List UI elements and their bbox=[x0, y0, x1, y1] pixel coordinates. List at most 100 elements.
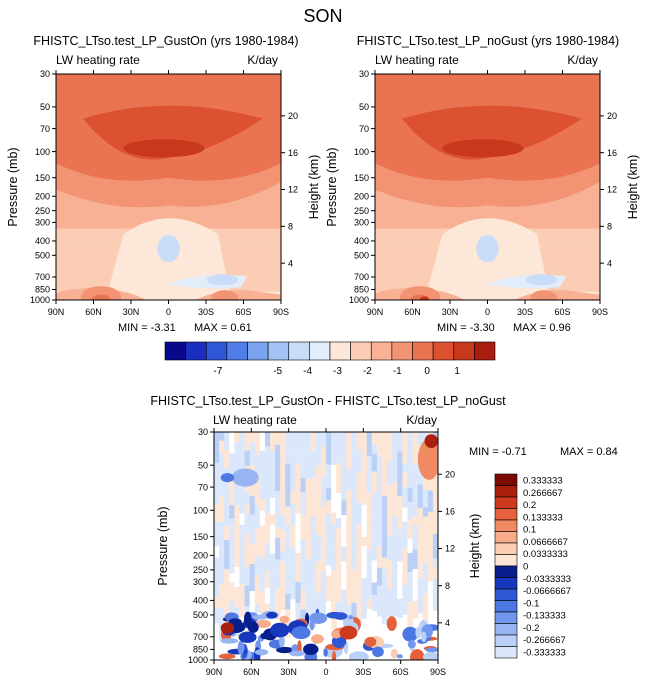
contour-band bbox=[331, 570, 337, 604]
contour-band bbox=[432, 566, 438, 578]
contour-band bbox=[270, 524, 276, 554]
contour-band bbox=[214, 596, 220, 608]
contour-band bbox=[376, 545, 383, 568]
contour-band bbox=[229, 505, 235, 519]
contour-band bbox=[412, 515, 419, 525]
contour-band bbox=[407, 454, 414, 489]
contour-band bbox=[387, 535, 393, 561]
contour-band bbox=[432, 534, 438, 546]
contour-band bbox=[310, 552, 317, 570]
contour-band bbox=[224, 539, 230, 569]
y-tick-label: 150 bbox=[193, 532, 208, 542]
contour-band bbox=[371, 595, 378, 612]
x-tick-label: 90N bbox=[367, 307, 384, 317]
contour-band bbox=[270, 497, 276, 515]
contour-band bbox=[356, 600, 363, 623]
x-tick-label: 60S bbox=[554, 307, 570, 317]
contour-band bbox=[310, 460, 317, 478]
contour-band bbox=[254, 455, 261, 474]
contour-band bbox=[264, 468, 271, 498]
contour-band bbox=[310, 516, 317, 527]
colorbar-swatch bbox=[288, 341, 310, 361]
contour-band bbox=[417, 545, 424, 579]
contour-band bbox=[366, 549, 373, 574]
contour-band bbox=[417, 507, 424, 517]
contour-band bbox=[254, 574, 261, 605]
contour-band bbox=[371, 432, 378, 444]
height-tick-label: 16 bbox=[607, 148, 617, 158]
colorbar-swatch bbox=[494, 588, 518, 601]
contour-band bbox=[310, 450, 317, 461]
x-tick-label: 30N bbox=[123, 307, 140, 317]
colorbar-label: 0.1 bbox=[523, 525, 536, 536]
y-tick-label: 150 bbox=[354, 173, 369, 183]
contour-band bbox=[254, 529, 261, 556]
contour-band bbox=[92, 294, 110, 300]
contour-band bbox=[315, 483, 322, 517]
contour-band bbox=[326, 432, 332, 465]
contour-band bbox=[402, 585, 408, 599]
contour-band bbox=[397, 598, 403, 618]
contour-band bbox=[356, 472, 363, 503]
x-tick-label: 0 bbox=[485, 307, 490, 317]
contour-band bbox=[326, 513, 332, 537]
noise-cell bbox=[348, 651, 369, 660]
y-tick-label: 50 bbox=[40, 102, 50, 112]
colorbar-swatch bbox=[432, 341, 455, 361]
colorbar-swatch bbox=[205, 341, 228, 361]
panel2-min: MIN = -3.30 bbox=[437, 322, 495, 334]
contour-band bbox=[254, 473, 261, 506]
contour-band bbox=[244, 432, 251, 451]
contour-band bbox=[407, 572, 414, 603]
contour-band bbox=[229, 480, 235, 506]
contour-band bbox=[234, 586, 240, 608]
contour-band bbox=[427, 471, 434, 491]
contour-band bbox=[229, 573, 235, 583]
x-tick-label: 0 bbox=[166, 307, 171, 317]
noise-cell bbox=[372, 646, 384, 658]
contour-band bbox=[424, 434, 438, 448]
contour-band bbox=[427, 581, 434, 614]
y-tick-label: 30 bbox=[40, 69, 50, 79]
panel2-right-string: K/day bbox=[567, 53, 598, 67]
noise-cell bbox=[333, 612, 348, 620]
plot-field bbox=[56, 74, 281, 300]
contour-band bbox=[346, 432, 352, 448]
panel2-y-label: Pressure (mb) bbox=[325, 147, 339, 226]
colorbar-swatch bbox=[412, 341, 434, 361]
contour-band bbox=[387, 475, 393, 486]
contour-band bbox=[229, 518, 235, 552]
contour-band bbox=[295, 454, 302, 464]
noise-cell bbox=[331, 650, 337, 660]
noise-cell bbox=[309, 612, 328, 624]
contour-band bbox=[300, 538, 307, 572]
contour-band bbox=[387, 560, 393, 590]
colorbar-label: -0.1 bbox=[523, 598, 539, 609]
contour-band bbox=[399, 286, 441, 300]
contour-band bbox=[397, 451, 403, 471]
colorbar-label: -0.0333333 bbox=[523, 574, 571, 585]
contour-band bbox=[407, 501, 414, 521]
contour-band bbox=[315, 534, 322, 562]
contour-band bbox=[280, 551, 286, 562]
contour-band bbox=[249, 563, 256, 592]
contour-band bbox=[270, 553, 276, 575]
height-tick-label: 16 bbox=[445, 507, 455, 517]
plot-field bbox=[214, 432, 438, 660]
contour-band bbox=[412, 549, 419, 570]
y-tick-label: 1000 bbox=[188, 655, 208, 665]
contour-band bbox=[412, 495, 419, 516]
contour-band bbox=[300, 514, 307, 539]
y-tick-label: 150 bbox=[35, 173, 50, 183]
noise-cell bbox=[386, 616, 397, 632]
contour-band bbox=[422, 545, 429, 563]
contour-band bbox=[341, 456, 347, 484]
contour-band bbox=[407, 432, 414, 455]
contour-band bbox=[422, 507, 429, 517]
contour-band bbox=[402, 561, 408, 586]
contour-band bbox=[356, 432, 363, 450]
contour-band bbox=[219, 531, 225, 551]
contour-band bbox=[290, 471, 296, 491]
contour-band bbox=[320, 571, 327, 581]
